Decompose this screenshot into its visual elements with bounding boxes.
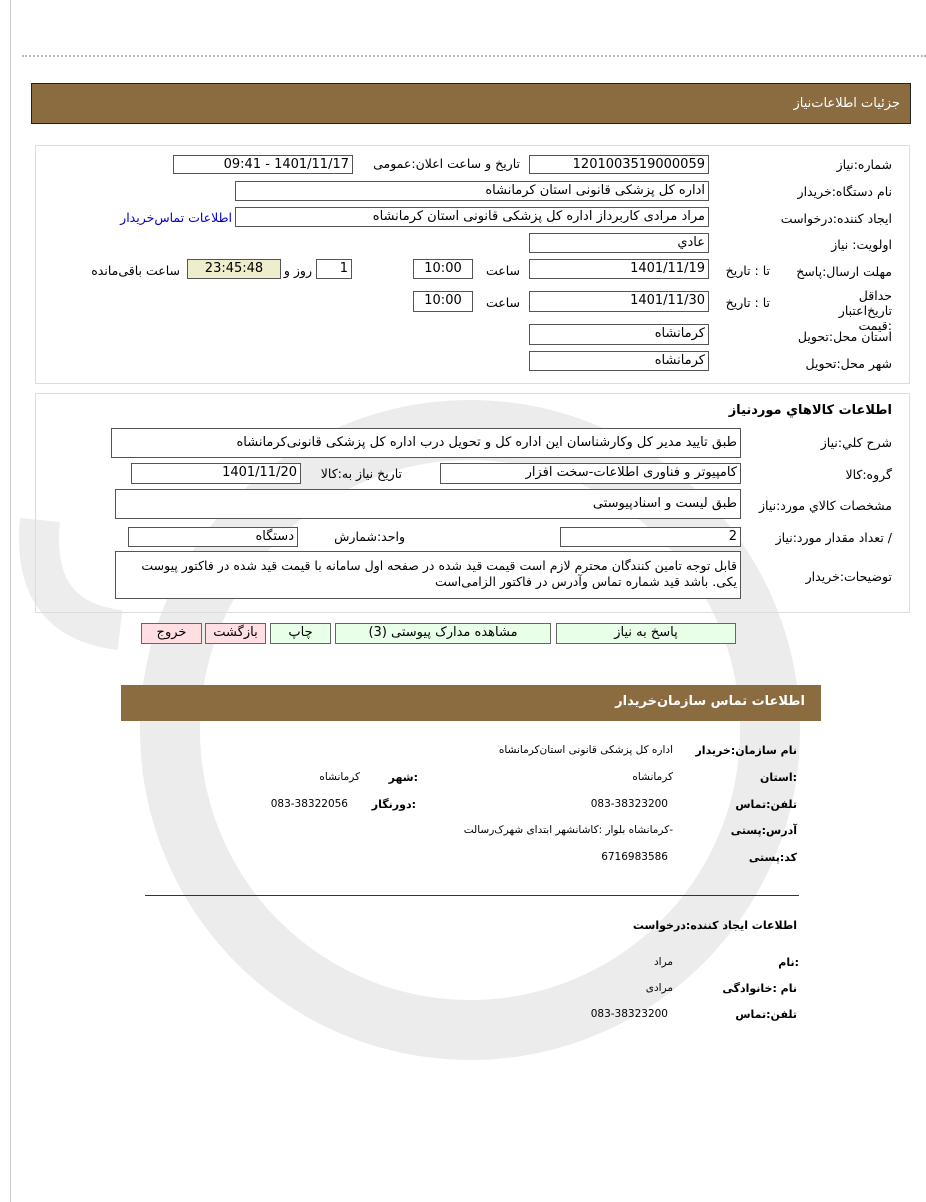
print-button[interactable]: چاپ <box>270 623 331 644</box>
days-label: روز و <box>283 263 312 278</box>
goods-group-field: کامپیوتر و فناوری اطلاعات-سخت افزار <box>440 463 741 484</box>
contact-header-bar: اطلاعات تماس سازمان‌خریدار <box>121 685 821 721</box>
buyer-notes-label: توضیحات:خریدار <box>805 569 892 584</box>
remaining-timer: 23:45:48 <box>187 259 281 279</box>
deadline-to-date-label: تا : تاریخ <box>725 263 770 278</box>
creator-label: ایجاد کننده:درخواست <box>780 211 892 226</box>
view-attachments-button[interactable]: مشاهده مدارک پیوستی (3) <box>335 623 551 644</box>
left-border <box>10 0 11 1202</box>
postal-label: کد:پستی <box>748 851 797 864</box>
contact-province-label: :استان <box>760 771 797 784</box>
goods-qty-field: 2 <box>560 527 741 547</box>
validity-time-field: 10:00 <box>413 291 473 312</box>
last-name-value: مرادی <box>645 982 673 994</box>
remaining-label: ساعت باقی‌مانده <box>91 263 180 278</box>
need-details-section <box>35 145 910 384</box>
last-name-label: نام :خانوادگی <box>722 982 797 995</box>
province-label: استان محل:تحویل <box>797 329 892 344</box>
need-number-field: 1201003519000059 <box>529 155 709 174</box>
contact-province-value: کرمانشاه <box>632 771 673 783</box>
contact-title: اطلاعات تماس سازمان‌خریدار <box>615 694 805 709</box>
validity-date-field: 1401/11/30 <box>529 291 709 312</box>
goods-spec-field: طبق لیست و اسنادپیوستی <box>115 489 741 519</box>
goods-unit-label: واحد:شمارش <box>334 529 405 544</box>
reply-button[interactable]: پاسخ به نیاز <box>556 623 736 644</box>
postal-value: 6716983586 <box>601 851 668 863</box>
validity-time-label: ساعت <box>485 295 520 310</box>
creator-info-title: اطلاعات ایجاد کننده:درخواست <box>632 919 797 932</box>
deadline-time-label: ساعت <box>485 263 520 278</box>
deadline-label: مهلت ارسال:پاسخ <box>796 264 892 279</box>
creator-phone-label: تلفن:تماس <box>735 1008 797 1021</box>
contact-city-label: :شهر <box>388 771 418 784</box>
exit-button[interactable]: خروج <box>141 623 202 644</box>
deadline-time-field: 10:00 <box>413 259 473 279</box>
buyer-notes-field: قابل توجه تامین کنندگان محترم لازم است ق… <box>115 551 741 599</box>
address-value: -کرمانشاه بلوار :کاشانشهر ابتدای شهرک‌رس… <box>463 824 673 836</box>
goods-title: اطلاعات کالاهاي موردنیاز <box>728 403 892 418</box>
city-label: شهر محل:تحویل <box>805 356 893 371</box>
need-date-field: 1401/11/20 <box>131 463 301 484</box>
goods-section <box>35 393 910 613</box>
deadline-date-field: 1401/11/19 <box>529 259 709 279</box>
address-label: آدرس:پستی <box>730 824 797 837</box>
buyer-label: نام دستگاه:خریدار <box>797 184 892 199</box>
need-date-label: تاریخ نیاز به:کالا <box>320 466 402 481</box>
org-label: نام سازمان:خریدار <box>695 744 797 757</box>
goods-unit-field: دستگاه <box>128 527 298 547</box>
fax-value: 083-38322056 <box>270 798 348 810</box>
priority-field: عادي <box>529 233 709 253</box>
goods-desc-field: طبق تایید مدیر کل وکارشناسان این اداره ک… <box>111 428 741 458</box>
dotted-divider <box>22 55 926 57</box>
first-name-value: مراد <box>653 956 673 968</box>
creator-field: مراد مرادی کاربرداز اداره کل پزشکی قانون… <box>235 207 709 227</box>
header-bar: جزئیات اطلاعات‌نیاز <box>31 83 911 124</box>
first-name-label: :نام <box>778 956 799 969</box>
days-field: 1 <box>316 259 352 279</box>
fax-label: :دورنگار <box>371 798 416 811</box>
validity-label: حداقل تاریخ‌اعتبار :قیمت <box>838 288 892 333</box>
goods-spec-label: مشخصات کالاي مورد:نیاز <box>758 498 892 513</box>
contact-divider <box>145 895 799 896</box>
province-field: کرمانشاه <box>529 324 709 345</box>
creator-phone-value: 083-38323200 <box>590 1008 668 1020</box>
back-button[interactable]: بازگشت <box>205 623 266 644</box>
announce-field: 1401/11/17 - 09:41 <box>173 155 353 174</box>
goods-desc-label: شرح کلي:نیاز <box>820 435 892 450</box>
contact-phone-label: تلفن:تماس <box>735 798 797 811</box>
buyer-field: اداره کل پزشکی قانونی استان کرمانشاه <box>235 181 709 201</box>
goods-qty-label: / تعداد مقدار مورد:نیاز <box>775 530 892 545</box>
buyer-contact-link[interactable]: اطلاعات تماس‌خریدار <box>120 210 232 225</box>
city-field: کرمانشاه <box>529 351 709 371</box>
announce-label: تاریخ و ساعت اعلان:عمومی <box>373 156 520 171</box>
priority-label: اولویت: نیاز <box>831 237 892 252</box>
org-value: اداره کل پزشکی قانونی استان‌کرمانشاه <box>498 744 673 756</box>
header-title: جزئیات اطلاعات‌نیاز <box>793 96 900 111</box>
validity-to-date-label: تا : تاریخ <box>725 295 770 310</box>
contact-city-value: کرمانشاه <box>319 771 360 783</box>
need-number-label: شماره:نیاز <box>836 157 892 172</box>
contact-phone-value: 083-38323200 <box>590 798 668 810</box>
goods-group-label: گروه:کالا <box>845 467 892 482</box>
